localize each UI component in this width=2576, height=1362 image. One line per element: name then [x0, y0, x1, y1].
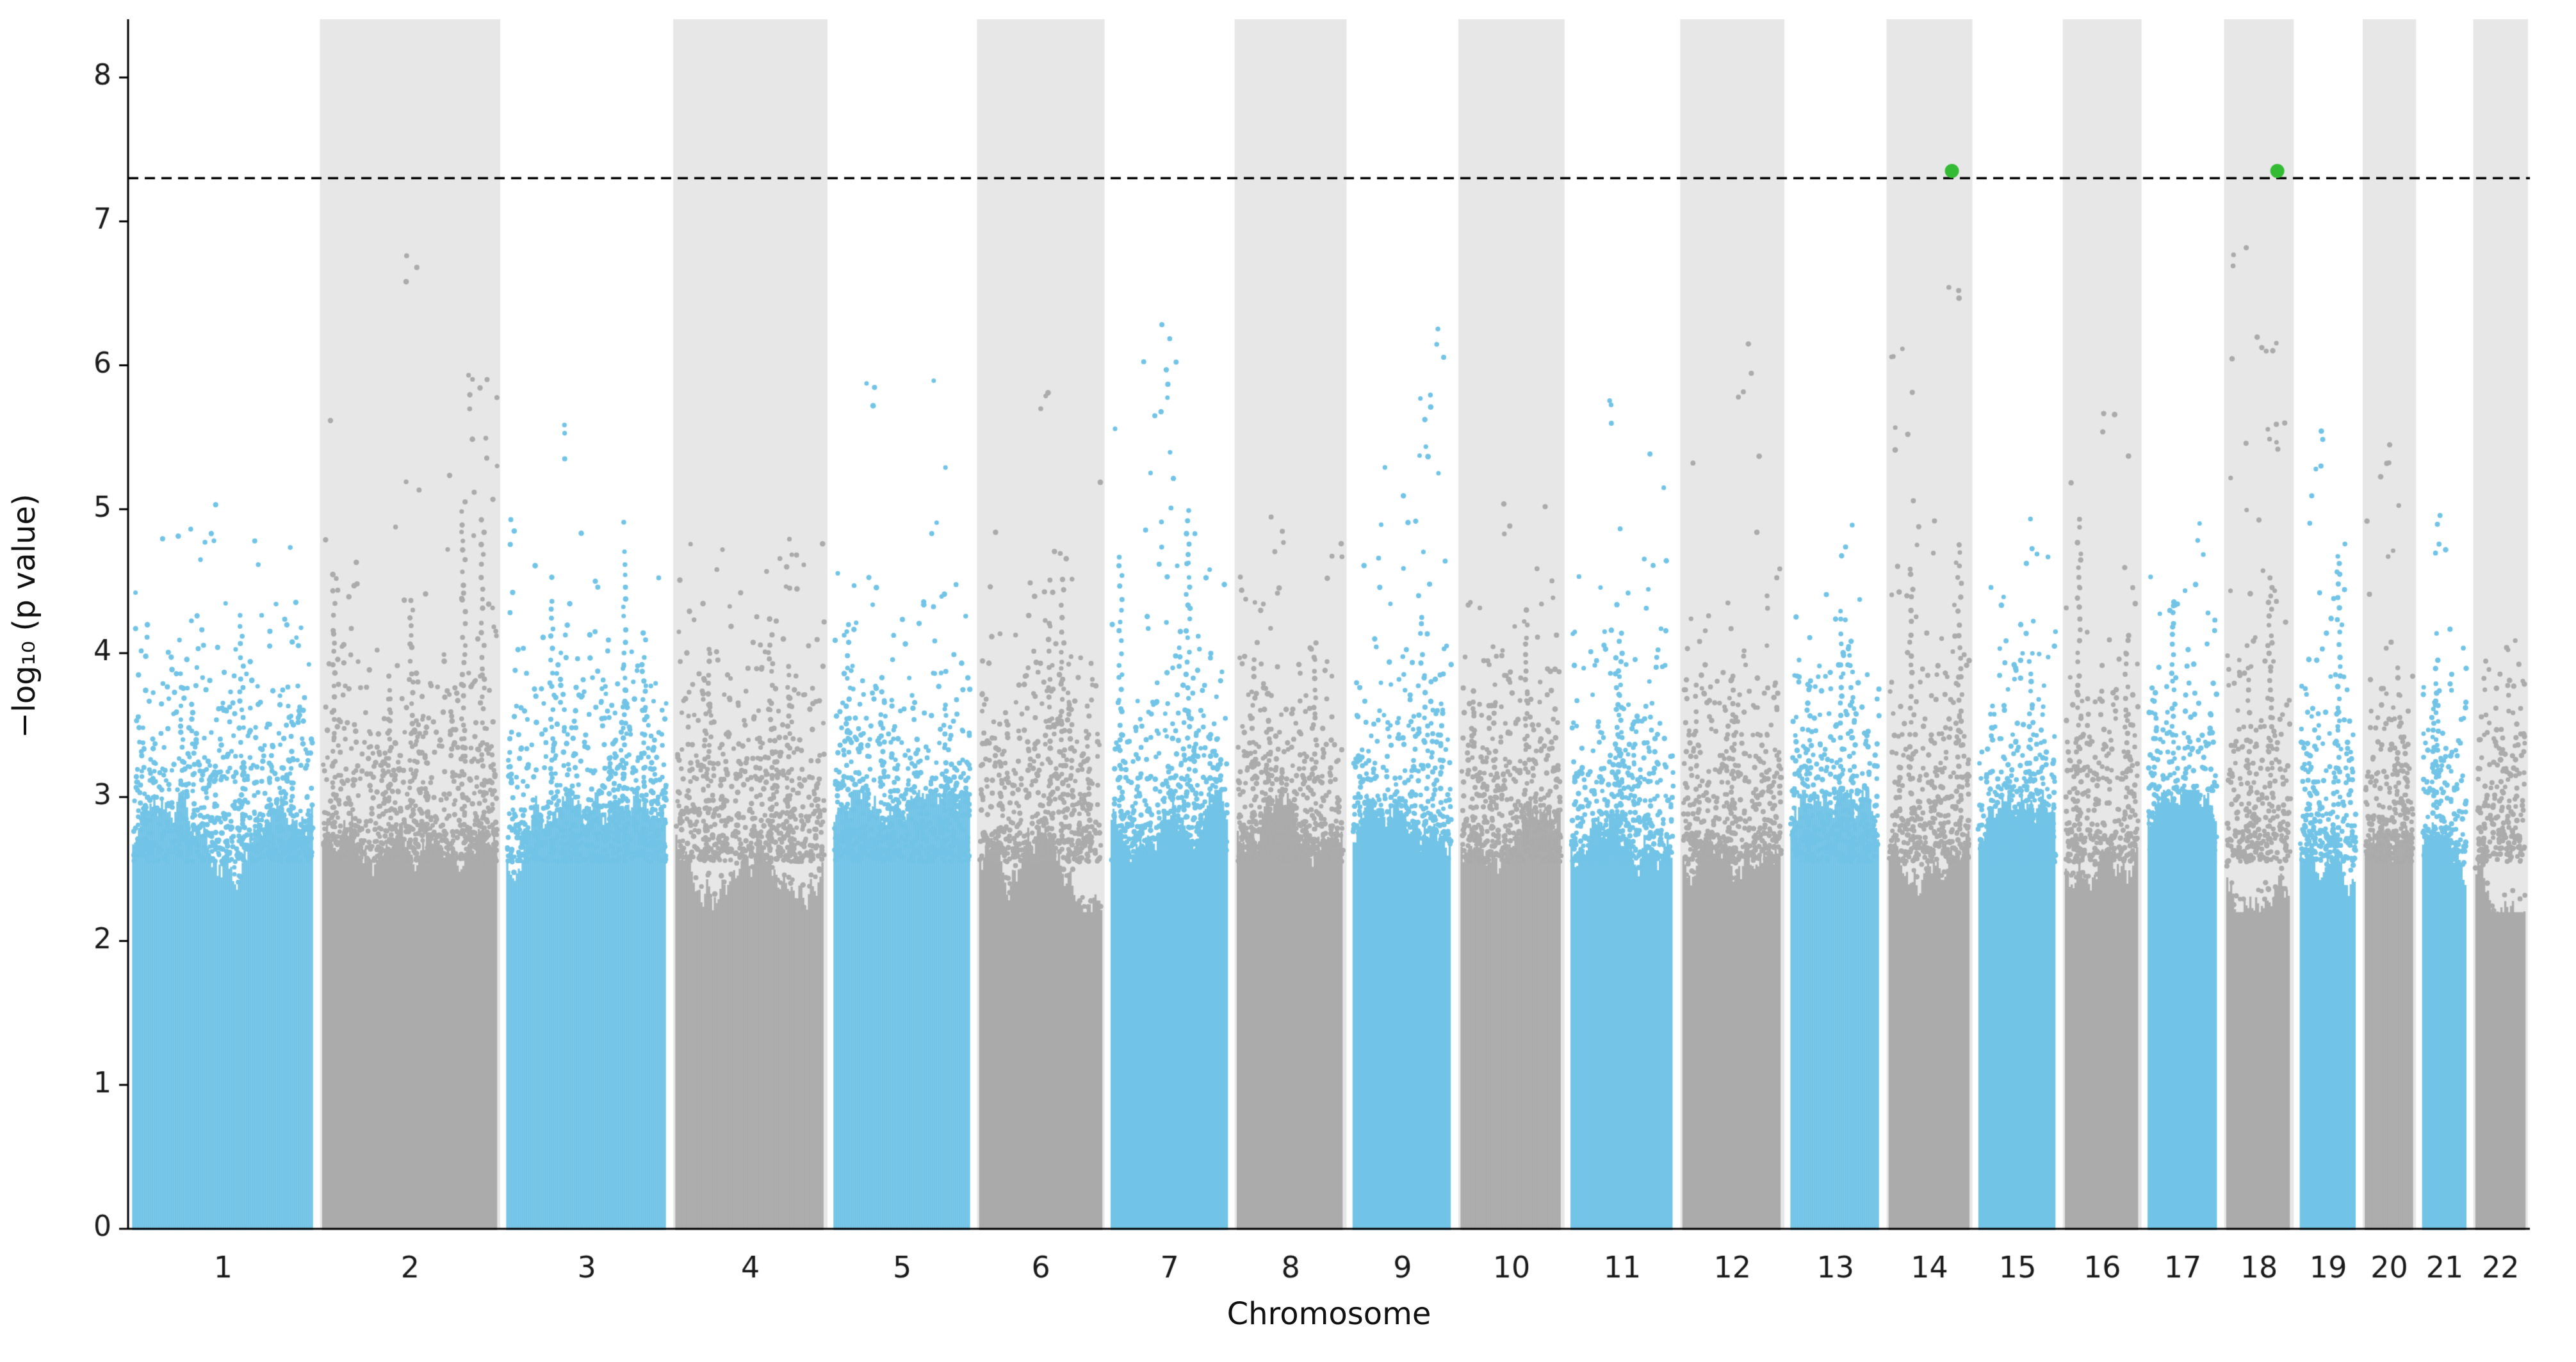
y-axis-label: −log₁₀ (p value)	[6, 494, 42, 738]
x-axis-label: Chromosome	[1227, 1296, 1431, 1332]
